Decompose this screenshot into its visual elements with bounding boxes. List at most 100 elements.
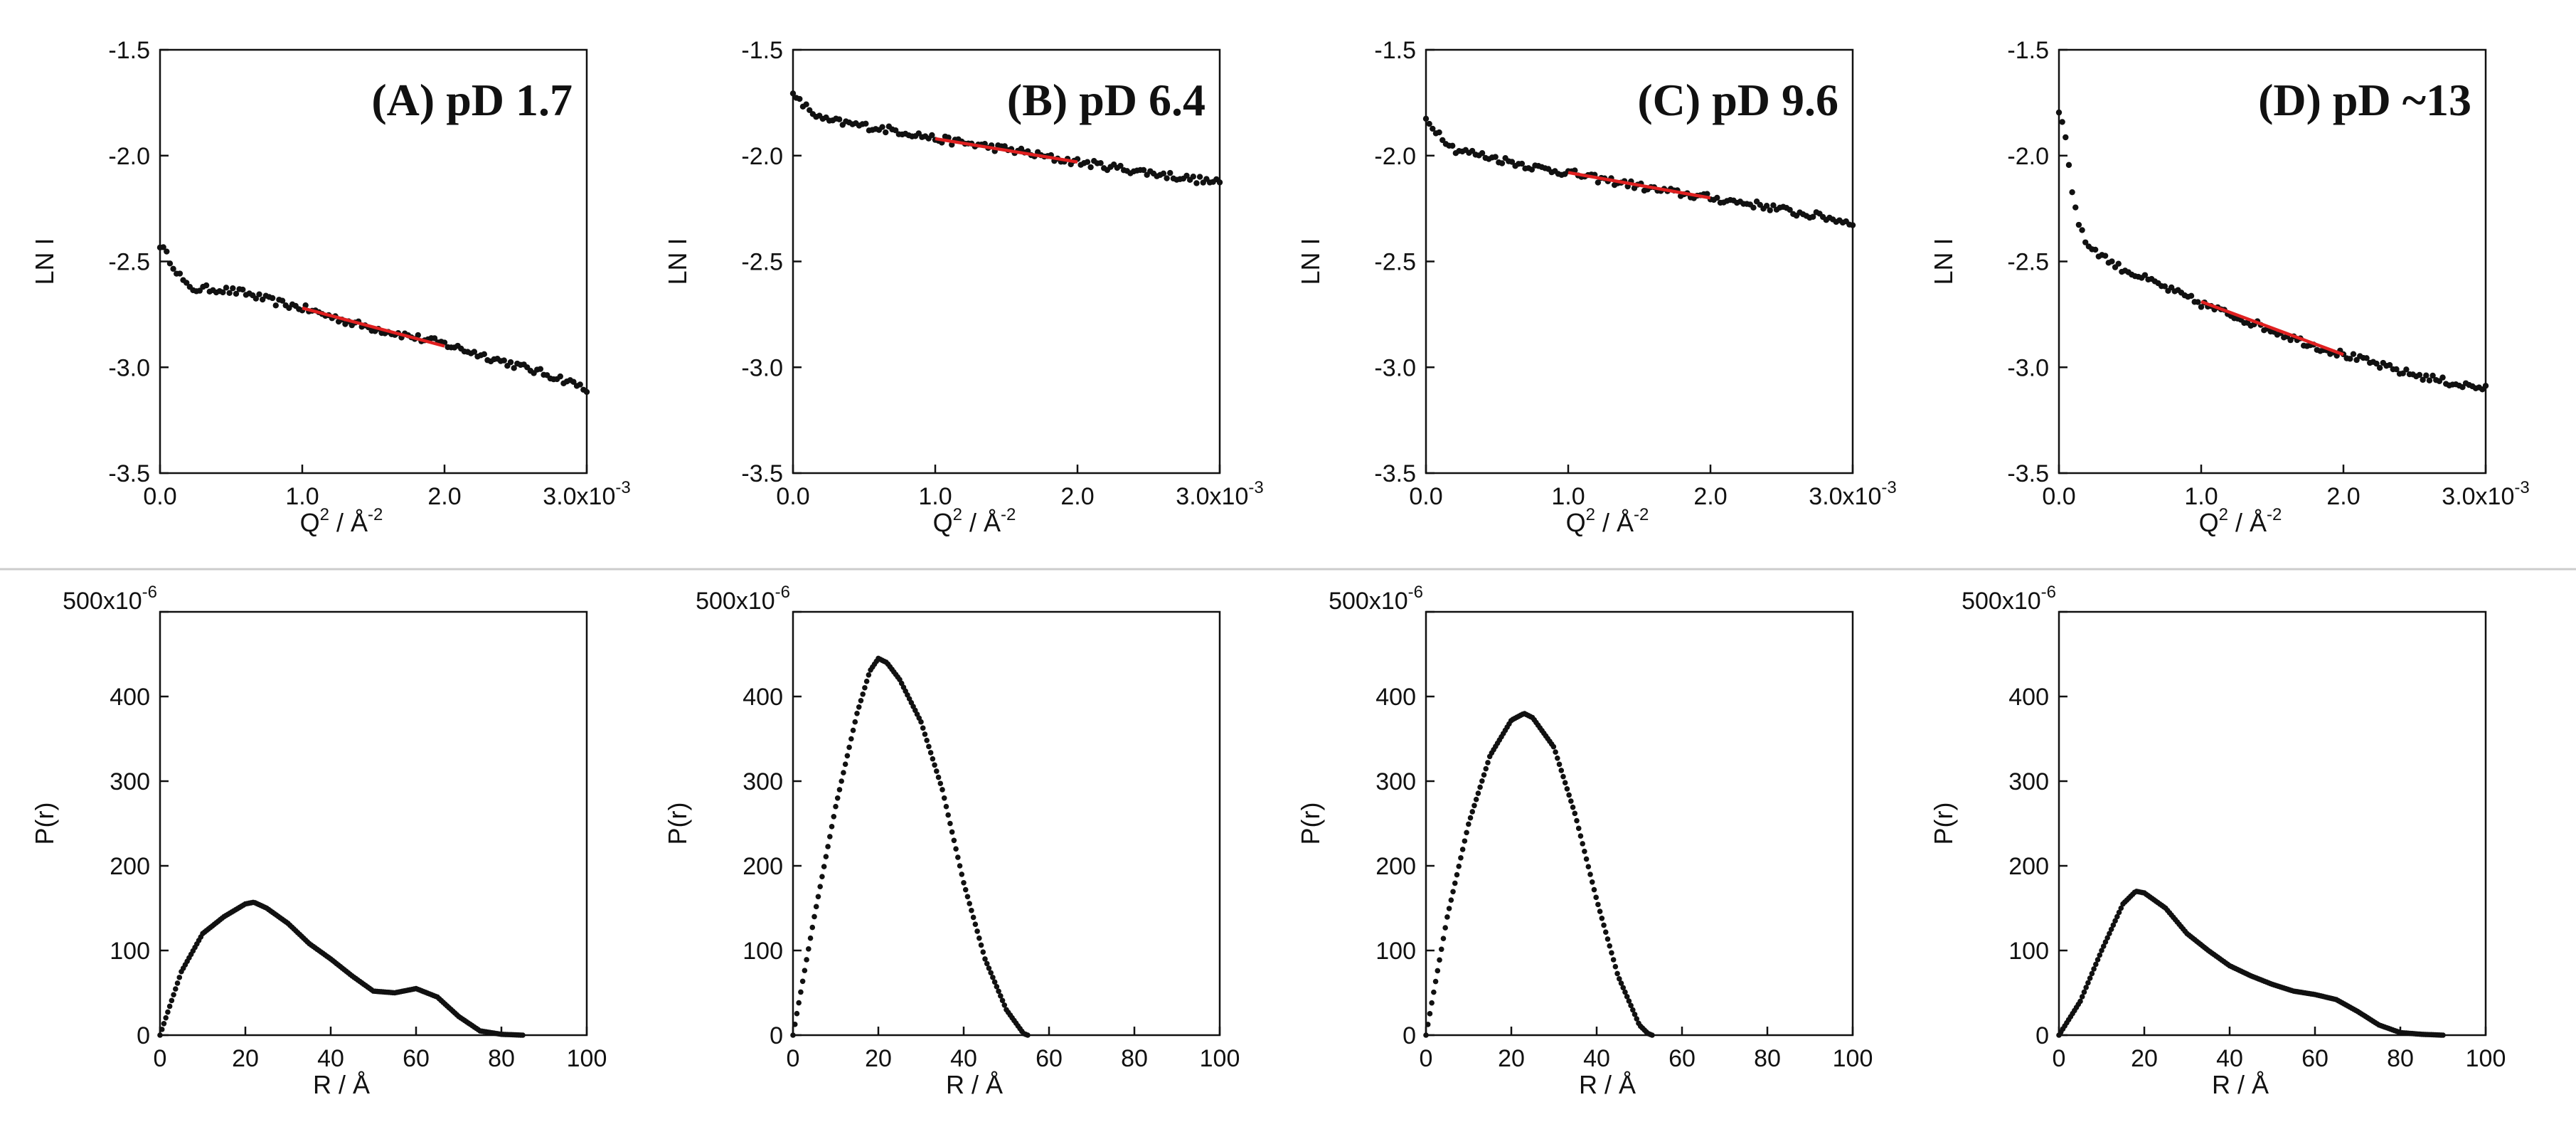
x-tick-label: 100: [1200, 1045, 1240, 1072]
y-tick-label: -3.5: [108, 460, 150, 487]
data-point: [577, 381, 583, 388]
data-point: [161, 1020, 167, 1027]
data-point: [932, 762, 937, 768]
chart-panel-2: -1.5 -2.0 -2.5 -3.0 -3.50.0 1.0 2.0 3.0x10-3 Q2 …: [663, 37, 1264, 537]
y-axis-title: LN I: [1296, 238, 1325, 285]
y-tick-label: 0: [137, 1022, 150, 1049]
data-point: [943, 803, 949, 810]
data-point: [856, 704, 862, 710]
data-point: [1450, 889, 1456, 895]
y-tick-label: -3.5: [2007, 460, 2049, 487]
data-point: [1442, 925, 1448, 931]
data-point: [302, 302, 309, 309]
data-point: [1425, 1022, 1431, 1027]
x-tick-label: 1.0: [918, 483, 952, 510]
data-point: [1787, 206, 1793, 213]
data-point: [1467, 815, 1474, 821]
y-axis-title: LN I: [663, 238, 692, 285]
data-point: [2426, 377, 2433, 383]
data-point: [1599, 915, 1605, 921]
data-point: [2100, 943, 2107, 949]
data-point: [842, 761, 848, 767]
data-point: [1492, 154, 1499, 160]
data-point: [2089, 970, 2095, 977]
x-tick-label: 40: [1583, 1045, 1610, 1072]
data-point: [860, 691, 866, 697]
data-point: [166, 1003, 173, 1010]
data-point: [1585, 864, 1592, 870]
fit-line: [935, 137, 1078, 164]
data-point: [2429, 372, 2436, 379]
y-tick-label: -2.5: [2007, 249, 2049, 276]
data-point: [2423, 372, 2429, 378]
data-point: [945, 812, 951, 818]
data-point: [252, 295, 260, 302]
data-point: [1609, 950, 1614, 956]
y-axis-title: P(r): [663, 803, 692, 845]
data-point: [2373, 360, 2380, 367]
data-point: [2420, 376, 2426, 383]
data-point: [1809, 213, 1816, 220]
data-point: [998, 993, 1004, 999]
data-point: [811, 913, 817, 920]
data-point: [2107, 931, 2112, 936]
data-point: [2072, 204, 2079, 211]
x-tick-label: 3.0x10-3: [1809, 478, 1896, 510]
data-point: [1216, 179, 1223, 186]
y-tick-label: 500x10-6: [1962, 583, 2056, 615]
data-series: [2055, 109, 2489, 393]
y-tick-label: 300: [743, 768, 783, 795]
x-tick-label: 80: [488, 1045, 515, 1072]
data-point: [790, 1032, 796, 1038]
data-point: [970, 914, 976, 921]
data-point: [1595, 179, 1602, 186]
data-point: [2440, 1032, 2446, 1038]
data-point: [1435, 968, 1441, 974]
data-point: [999, 997, 1006, 1004]
data-point: [807, 935, 814, 941]
data-point: [1427, 1011, 1433, 1017]
data-point: [2198, 304, 2205, 310]
data-point: [1622, 989, 1628, 995]
data-point: [982, 956, 988, 962]
data-point: [2459, 383, 2466, 391]
data-point: [1160, 170, 1167, 176]
x-tick-label: 40: [317, 1045, 344, 1072]
data-point: [1475, 790, 1481, 796]
data-point: [2141, 272, 2149, 278]
y-tick-label: 200: [110, 853, 150, 880]
data-point: [1767, 207, 1773, 213]
x-tick-label: 60: [1036, 1045, 1063, 1072]
data-point: [2109, 258, 2115, 265]
data-point: [2112, 918, 2118, 924]
data-point: [159, 1027, 165, 1032]
data-point: [1614, 970, 1620, 977]
y-tick-label: -3.5: [741, 460, 783, 487]
data-point: [557, 373, 563, 380]
data-point: [269, 295, 276, 302]
data-point: [1508, 159, 1516, 165]
panel-title: (C) pD 9.6: [1637, 75, 1838, 125]
data-point: [1439, 137, 1446, 144]
data-point: [1430, 125, 1436, 132]
x-tick-label: 100: [567, 1045, 607, 1072]
x-tick-label: 20: [1498, 1045, 1525, 1072]
data-point: [802, 968, 808, 973]
data-point: [160, 244, 166, 250]
y-tick-label: 100: [743, 938, 783, 965]
data-point: [157, 1032, 163, 1038]
y-tick-label: -1.5: [741, 37, 783, 64]
data-point: [1610, 957, 1617, 963]
x-tick-label: 1.0: [285, 483, 319, 510]
data-point: [2092, 246, 2099, 253]
data-point: [1164, 175, 1170, 181]
data-point: [990, 975, 996, 980]
data-point: [821, 864, 827, 869]
data-point: [2350, 351, 2357, 357]
data-point: [1582, 848, 1587, 854]
data-point: [174, 980, 181, 986]
data-point: [1763, 203, 1770, 209]
data-point: [2097, 952, 2103, 958]
data-series: [156, 244, 590, 396]
chart-panel-8: 0 100 200 300 400 500x10-6 0 20 40 60 80 100 R / Å P(…: [1929, 583, 2506, 1099]
